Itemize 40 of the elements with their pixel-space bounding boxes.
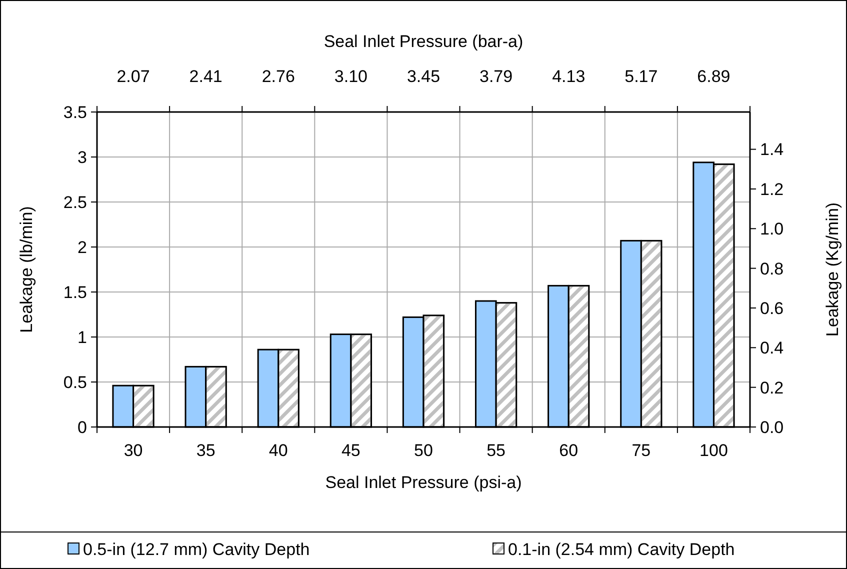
y2-axis-title: Leakage (Kg/min) [823,202,842,337]
y-tick-label: 3 [78,148,87,167]
y2-tick-label: 1.0 [760,220,784,239]
y-tick-label: 1 [78,328,87,347]
x-tick-label: 30 [124,441,143,460]
text: 4.13 [552,67,586,86]
y-tick-label: 0.5 [63,372,87,392]
y-tick-label: 2 [78,238,87,257]
x-tick-label: 45 [341,441,360,460]
text: 6.89 [697,67,730,86]
text: 2.76 [262,67,295,86]
y2-tick-label: 0.2 [760,378,784,398]
y2-tick-label: 0.6 [760,298,784,318]
x-tick-label: 75 [632,441,651,460]
y2-tick-label: 1.4 [760,140,784,160]
x-tick-label: 50 [414,441,433,460]
text: 3.79 [480,67,513,86]
x-tick-label: 100 [700,441,728,460]
x-tick-label: 55 [486,441,506,460]
x-tick-label: 60 [559,441,578,460]
x2-axis-title: Seal Inlet Pressure (bar-a) [324,32,524,51]
text: 2.07 [116,67,150,86]
x-tick-label: 35 [196,441,216,460]
y2-tick-label: 0.4 [760,338,784,358]
text: 3.10 [334,67,368,86]
text: 2.41 [189,67,222,86]
y2-tick-label: 0.8 [760,259,784,278]
y-axis-title: Leakage (lb/min) [17,206,36,333]
y-tick-label: 1.5 [63,282,87,302]
y-tick-label: 0 [78,418,87,437]
x-axis-title: Seal Inlet Pressure (psi-a) [325,473,522,492]
x-tick-label: 40 [268,441,288,460]
y-tick-label: 2.5 [63,192,87,212]
y-tick-label: 3.5 [63,102,87,122]
legend-label: 0.5-in (12.7 mm) Cavity Depth [83,540,310,559]
text: 3.45 [406,67,440,86]
legend-label: 0.1-in (2.54 mm) Cavity Depth [508,540,735,559]
y2-tick-label: 1.2 [760,180,784,199]
text: 5.17 [624,67,658,86]
y2-tick-label: 0.0 [760,418,784,437]
